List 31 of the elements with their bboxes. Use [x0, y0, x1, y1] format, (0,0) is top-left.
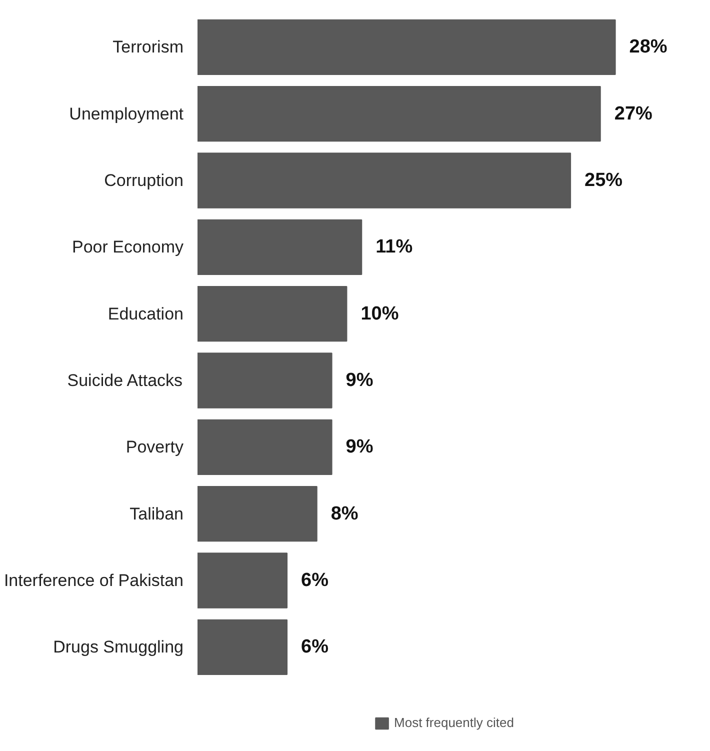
y-tick-label: Drugs Smuggling [53, 638, 184, 657]
data-label: 6% [301, 636, 329, 658]
data-label: 8% [330, 503, 358, 524]
y-tick-label: Taliban [130, 504, 184, 524]
y-tick-label: Terrorism [112, 38, 184, 57]
bar [198, 286, 348, 342]
y-tick-label: Interference of Pakistan [4, 571, 184, 590]
bar [198, 352, 332, 408]
data-label: 28% [629, 36, 668, 58]
data-label: 25% [584, 170, 623, 191]
bar [198, 219, 362, 275]
y-tick-label: Education [108, 304, 184, 324]
data-label: 9% [346, 436, 374, 458]
y-tick-label: Poverty [126, 438, 184, 457]
bar [198, 419, 332, 475]
y-tick-label: Unemployment [69, 104, 184, 124]
y-tick-label: Corruption [104, 171, 184, 190]
data-label: 6% [301, 570, 329, 591]
y-tick-label: Poor Economy [72, 238, 184, 257]
bar [198, 486, 318, 542]
bar [198, 19, 616, 75]
data-label: 9% [346, 370, 374, 391]
y-tick-label: Suicide Attacks [67, 371, 183, 390]
bar [198, 86, 601, 142]
data-label: 27% [614, 103, 653, 124]
data-label: 10% [360, 303, 399, 324]
bar [198, 152, 572, 208]
bar [198, 552, 288, 608]
data-label: 11% [376, 236, 413, 258]
legend-label: Most frequently cited [394, 715, 514, 730]
bar [198, 619, 288, 675]
